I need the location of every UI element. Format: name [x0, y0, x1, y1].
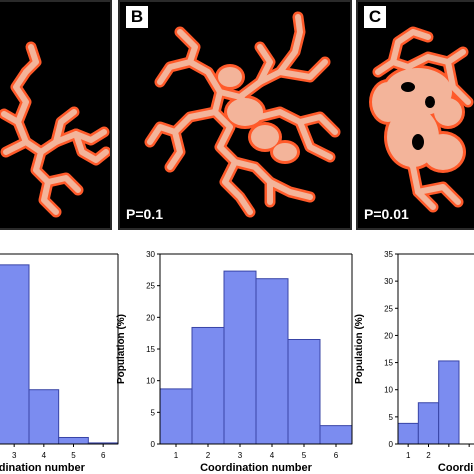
- x-tick-label: 3: [12, 451, 17, 460]
- cluster-image-a: [0, 41, 110, 218]
- y-tick-label: 5: [389, 413, 394, 422]
- y-tick-label: 20: [384, 331, 393, 340]
- histogram-bar: [319, 425, 353, 445]
- cluster-blob: [227, 98, 263, 126]
- histogram-bar: [159, 388, 193, 445]
- x-tick-label: 5: [302, 451, 307, 460]
- histogram-bar: [223, 270, 257, 445]
- histogram-bar: [58, 436, 89, 445]
- y-tick-label: 25: [146, 282, 155, 291]
- cluster-void: [412, 134, 424, 150]
- cluster-blob: [273, 143, 297, 161]
- cluster-aggregate: [144, 11, 341, 218]
- cluster-branch: [45, 175, 81, 193]
- histogram-bar: [191, 326, 225, 445]
- cluster-branch: [13, 69, 29, 145]
- y-tick-label: 20: [146, 313, 155, 322]
- panel-c-letter: C: [364, 6, 386, 28]
- cluster-branch: [147, 109, 218, 145]
- x-tick-label: 6: [334, 451, 339, 460]
- cluster-branch: [375, 49, 466, 75]
- cluster-branch: [212, 89, 253, 215]
- histogram-bar: [438, 360, 460, 445]
- x-tick-label: 4: [42, 451, 47, 460]
- cluster-void: [401, 82, 415, 92]
- histogram-bar: [0, 264, 30, 445]
- y-tick-label: 15: [146, 345, 155, 354]
- y-tick-label: 10: [146, 377, 155, 386]
- panel-c-p-label: P=0.01: [364, 206, 409, 222]
- cluster-image-b: [144, 11, 341, 218]
- x-tick-label: 2: [426, 451, 431, 460]
- histogram-bar: [28, 389, 60, 445]
- histogram-bar: [255, 278, 289, 445]
- x-tick-label: 3: [238, 451, 243, 460]
- cluster-branch: [53, 109, 77, 145]
- y-tick-label: 35: [384, 250, 393, 259]
- cluster-branch: [157, 59, 193, 85]
- cluster-panel-b: B P=0.1: [118, 0, 352, 230]
- cluster-panel-c: C P=0.01: [356, 0, 474, 230]
- y-tick-label: 25: [384, 304, 393, 313]
- cluster-aggregate: [369, 26, 474, 213]
- cluster-branch: [277, 59, 328, 80]
- cluster-blob: [251, 125, 279, 149]
- cluster-branch: [297, 119, 333, 160]
- cluster-branch: [73, 131, 109, 163]
- x-tick-label: 5: [71, 451, 76, 460]
- histogram-row: 23456Coordination number1234560510152025…: [0, 250, 474, 474]
- cluster-void: [425, 96, 435, 108]
- y-tick-label: 0: [389, 440, 394, 449]
- histogram-1: 23456Coordination number: [0, 253, 119, 474]
- panel-b-p-label: P=0.1: [126, 206, 163, 222]
- cluster-blob: [423, 134, 463, 170]
- y-tick-label: 30: [384, 277, 393, 286]
- cluster-blob: [434, 98, 462, 126]
- cluster-branch: [1, 111, 21, 125]
- x-tick-label: 4: [270, 451, 275, 460]
- histogram-bar: [417, 402, 440, 445]
- y-tick-label: 30: [146, 250, 155, 259]
- cluster-aggregate: [0, 41, 110, 218]
- x-axis-title: Coordination number: [0, 462, 86, 474]
- cluster-branch: [167, 129, 183, 170]
- histogram-2: 1 2 3 4 5 6 0 5 10 15 20 25 30 Coordination number Pop…: [116, 250, 353, 474]
- panel-b-letter: B: [126, 6, 148, 28]
- y-axis-title: Population (%): [354, 314, 365, 384]
- cluster-blob: [218, 67, 242, 87]
- cluster-panel-a: [0, 0, 112, 230]
- y-tick-label: 15: [384, 359, 393, 368]
- x-tick-label: 1: [174, 451, 179, 460]
- x-axis-title: Coordination number: [200, 462, 313, 474]
- x-axis-title: Coordin: [438, 462, 474, 474]
- cluster-branch: [445, 59, 471, 105]
- y-axis-title: Population (%): [116, 314, 127, 384]
- cluster-blob: [372, 82, 404, 122]
- histogram-bar: [397, 422, 419, 445]
- y-tick-label: 5: [151, 408, 156, 417]
- cluster-branch: [23, 44, 39, 75]
- x-tick-label: 2: [206, 451, 211, 460]
- histogram-3: 1205101520253035CoordinPopulation (%): [354, 250, 474, 474]
- y-tick-label: 10: [384, 386, 393, 395]
- cluster-branch: [390, 29, 431, 65]
- y-tick-label: 0: [151, 440, 156, 449]
- cluster-image-c: [369, 26, 474, 213]
- x-tick-label: 1: [406, 451, 411, 460]
- x-tick-label: 6: [101, 451, 106, 460]
- histogram-bar: [287, 339, 321, 445]
- cluster-branch: [415, 184, 461, 205]
- cluster-branch: [257, 44, 273, 85]
